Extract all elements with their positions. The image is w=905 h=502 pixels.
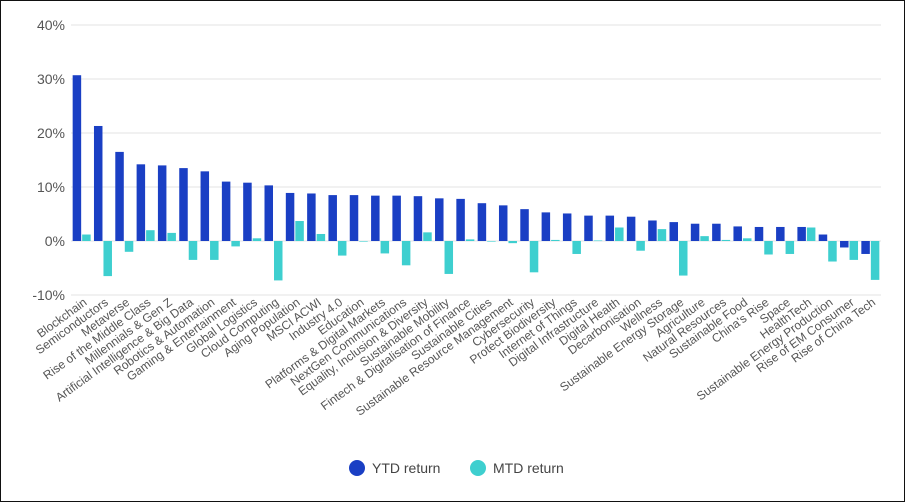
ytd-bar-32 xyxy=(733,226,742,241)
mtd-bar-34 xyxy=(785,241,795,254)
ytd-bar-28 xyxy=(648,220,657,241)
ytd-bar-16 xyxy=(392,195,401,241)
ytd-bar-25 xyxy=(584,215,593,241)
y-axis: -10% 0% 10% 20% 30% 40% xyxy=(32,17,65,303)
ytd-bar-11 xyxy=(285,192,295,241)
mtd-bar-4 xyxy=(146,230,155,241)
ytd-bar-10 xyxy=(264,185,273,241)
ytd-bar-34 xyxy=(776,226,785,241)
y-tick-label: 20% xyxy=(37,125,65,141)
mtd-bar-11 xyxy=(295,221,304,241)
mtd-bar-18 xyxy=(444,241,454,274)
y-tick-label: 30% xyxy=(37,71,65,87)
mtd-bar-3 xyxy=(124,241,134,252)
mtd-bar-36 xyxy=(828,241,837,262)
mtd-bar-6 xyxy=(188,241,198,260)
mtd-bar-31 xyxy=(721,239,731,241)
ytd-bar-12 xyxy=(307,193,316,241)
ytd-bar-15 xyxy=(371,195,380,241)
ytd-bar-2 xyxy=(93,125,103,241)
ytd-bar-21 xyxy=(498,205,508,241)
ytd-bar-38 xyxy=(861,241,870,254)
ytd-bar-1 xyxy=(72,75,82,241)
mtd-bar-9 xyxy=(252,238,262,241)
ytd-bar-36 xyxy=(818,234,828,241)
ytd-bar-23 xyxy=(541,212,551,241)
mtd-bar-22 xyxy=(529,241,539,273)
ytd-bar-20 xyxy=(477,203,487,241)
ytd-bar-27 xyxy=(626,216,636,241)
mtd-bar-12 xyxy=(316,233,326,241)
mtd-bar-30 xyxy=(700,236,709,241)
mtd-bar-2 xyxy=(103,241,112,277)
mtd-bar-29 xyxy=(679,241,688,276)
mtd-bar-17 xyxy=(423,232,432,241)
ytd-bar-7 xyxy=(200,171,210,241)
ytd-bar-31 xyxy=(712,223,721,241)
ytd-bar-8 xyxy=(221,181,231,241)
ytd-bar-24 xyxy=(562,213,572,241)
mtd-bar-25 xyxy=(593,240,603,242)
ytd-bar-5 xyxy=(157,165,167,241)
y-tick-label: 0% xyxy=(45,233,65,249)
bars xyxy=(72,75,880,281)
mtd-bar-20 xyxy=(487,241,496,242)
mtd-bar-38 xyxy=(870,241,880,280)
y-tick-label: -10% xyxy=(32,287,65,303)
mtd-bar-21 xyxy=(508,241,517,244)
ytd-bar-3 xyxy=(115,151,124,241)
ytd-bar-35 xyxy=(797,226,806,241)
mtd-bar-32 xyxy=(742,238,752,241)
mtd-bar-14 xyxy=(359,241,368,242)
mtd-bar-27 xyxy=(636,241,645,251)
ytd-bar-6 xyxy=(179,168,188,241)
ytd-bar-33 xyxy=(754,226,764,241)
mtd-bar-24 xyxy=(572,241,581,254)
mtd-bar-33 xyxy=(764,241,773,255)
ytd-bar-37 xyxy=(840,241,849,248)
mtd-bar-7 xyxy=(210,241,219,260)
mtd-bar-13 xyxy=(337,241,347,256)
mtd-bar-8 xyxy=(231,241,240,247)
mtd-bar-15 xyxy=(380,241,390,254)
mtd-bar-10 xyxy=(274,241,283,281)
ytd-bar-30 xyxy=(690,223,700,241)
mtd-bar-1 xyxy=(82,234,91,241)
legend-mtd-marker xyxy=(470,460,486,476)
mtd-bar-28 xyxy=(657,229,667,241)
ytd-bar-19 xyxy=(456,198,465,241)
ytd-bar-18 xyxy=(435,198,444,241)
ytd-bar-14 xyxy=(349,195,359,241)
ytd-bar-13 xyxy=(328,195,337,241)
ytd-bar-4 xyxy=(136,164,146,241)
mtd-bar-5 xyxy=(167,232,176,241)
mtd-bar-19 xyxy=(465,239,475,241)
legend-ytd-label: YTD return xyxy=(372,460,440,476)
mtd-bar-23 xyxy=(551,239,560,241)
ytd-bar-22 xyxy=(520,209,529,241)
ytd-bar-17 xyxy=(413,196,423,241)
mtd-bar-37 xyxy=(849,241,859,260)
y-tick-label: 10% xyxy=(37,179,65,195)
ytd-bar-9 xyxy=(243,182,252,241)
mtd-bar-26 xyxy=(615,227,624,241)
ytd-bar-26 xyxy=(605,215,615,241)
legend: YTD return MTD return xyxy=(349,460,564,476)
ytd-bar-29 xyxy=(669,222,678,241)
mtd-bar-16 xyxy=(401,241,411,266)
y-tick-label: 40% xyxy=(37,17,65,33)
legend-ytd-marker xyxy=(349,460,365,476)
legend-mtd-label: MTD return xyxy=(493,460,564,476)
mtd-bar-35 xyxy=(806,227,816,241)
